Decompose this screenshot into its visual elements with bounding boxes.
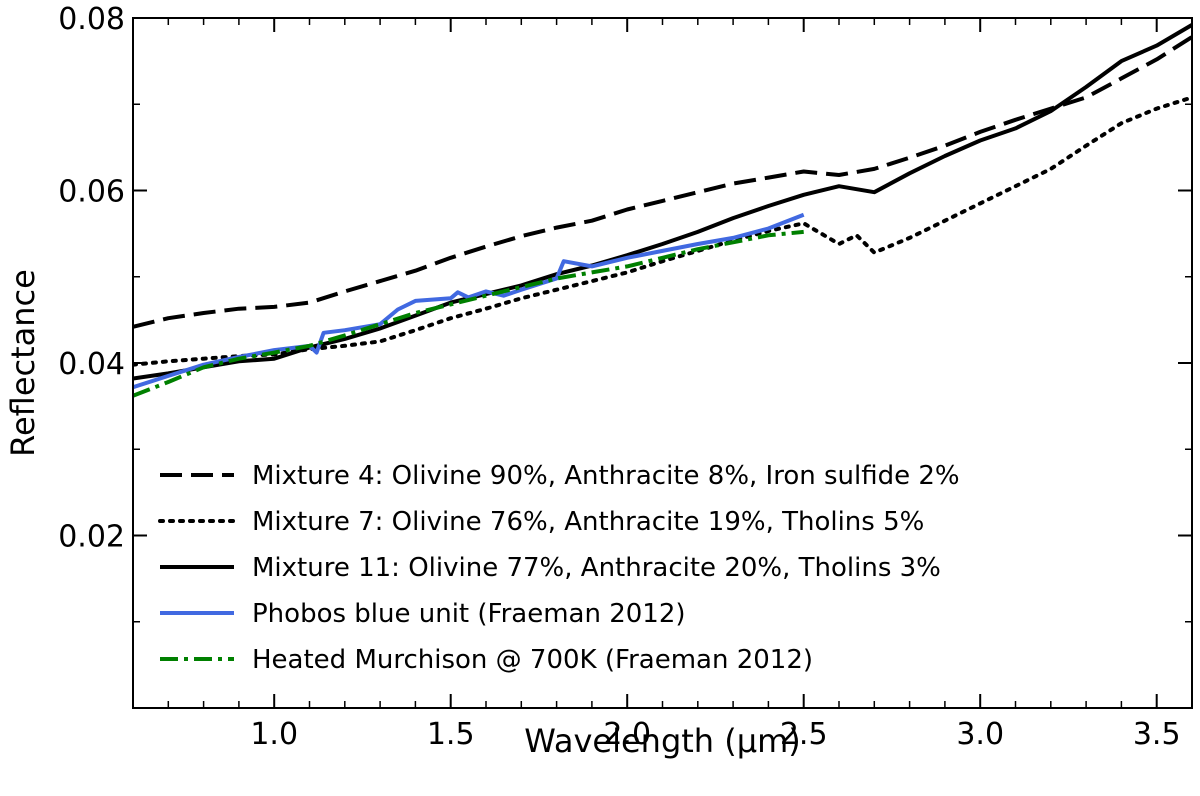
series-line-2 — [133, 95, 1192, 367]
y-tick-label: 0.04 — [58, 347, 125, 382]
legend: Mixture 4: Olivine 90%, Anthracite 8%, I… — [158, 461, 960, 675]
y-tick-label: 0.02 — [58, 520, 125, 555]
x-tick-label: 3.0 — [956, 717, 1004, 752]
series-layer — [133, 23, 1192, 398]
x-tick-label: 3.5 — [1133, 717, 1181, 752]
x-tick-label: 1.0 — [250, 717, 298, 752]
x-tick-label: 1.5 — [427, 717, 475, 752]
legend-label-1: Mixture 4: Olivine 90%, Anthracite 8%, I… — [252, 461, 960, 491]
series-line-5 — [133, 229, 804, 398]
y-axis-title: Reflectance — [4, 269, 42, 457]
x-tick-label: 2.0 — [603, 717, 651, 752]
y-tick-label: 0.08 — [58, 2, 125, 37]
x-tick-label: 2.5 — [780, 717, 828, 752]
legend-label-2: Mixture 7: Olivine 76%, Anthracite 19%, … — [252, 507, 924, 537]
y-tick-label: 0.06 — [58, 175, 125, 210]
legend-label-3: Mixture 11: Olivine 77%, Anthracite 20%,… — [252, 553, 941, 583]
legend-label-5: Heated Murchison @ 700K (Fraeman 2012) — [252, 645, 813, 675]
series-line-1 — [133, 35, 1192, 329]
legend-label-4: Phobos blue unit (Fraeman 2012) — [252, 599, 686, 629]
x-axis-title: Wavelength (µm) — [524, 722, 801, 760]
ticks-layer: 1.0 1.5 2.0 2.5 3.0 3.5 0.02 0.04 0.06 0.08 — [58, 2, 1192, 752]
